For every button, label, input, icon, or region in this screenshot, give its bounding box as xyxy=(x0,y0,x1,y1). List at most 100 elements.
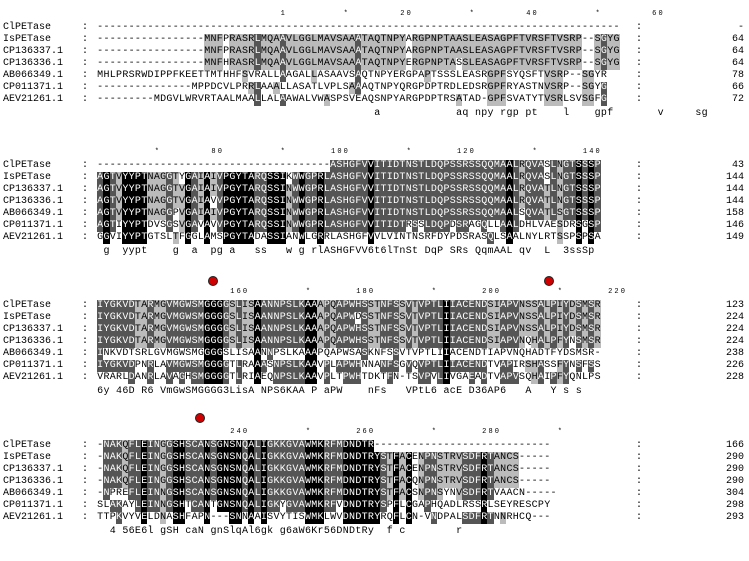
residue-count: 64 xyxy=(731,46,744,57)
separator: : xyxy=(636,34,643,45)
separator: : xyxy=(636,94,643,105)
separator: : xyxy=(636,82,643,93)
separator: : xyxy=(636,348,643,359)
separator: : xyxy=(636,336,643,347)
separator: : xyxy=(82,34,89,45)
separator: : xyxy=(82,160,89,171)
separator: : xyxy=(636,512,643,523)
residue-count: 144 xyxy=(725,184,744,195)
separator: : xyxy=(636,160,643,171)
separator: : xyxy=(82,372,89,383)
separator: : xyxy=(82,58,89,69)
residue-count: 149 xyxy=(725,232,744,243)
separator: : xyxy=(82,348,89,359)
residue-count: 298 xyxy=(725,500,744,511)
residue-count: 166 xyxy=(725,440,744,451)
separator: : xyxy=(636,464,643,475)
residue-count: 43 xyxy=(731,160,744,171)
separator: : xyxy=(82,512,89,523)
separator: : xyxy=(636,324,643,335)
active-site-dot xyxy=(208,276,218,286)
sequence-name: AEV21261.1 xyxy=(3,232,64,243)
residue-count: 144 xyxy=(725,172,744,183)
active-site-dot xyxy=(544,276,554,286)
separator: : xyxy=(82,220,89,231)
residue-count: 224 xyxy=(725,336,744,347)
sequence-name: AB066349.1 xyxy=(3,348,64,359)
separator: : xyxy=(82,476,89,487)
sequence-name: CP136336.1 xyxy=(3,336,64,347)
separator: : xyxy=(636,46,643,57)
separator: : xyxy=(636,476,643,487)
separator: : xyxy=(82,312,89,323)
sequence-name: AB066349.1 xyxy=(3,70,64,81)
sequence-name: CP136336.1 xyxy=(3,476,64,487)
separator: : xyxy=(82,336,89,347)
residue-count: 146 xyxy=(725,220,744,231)
separator: : xyxy=(82,196,89,207)
residue-count: 144 xyxy=(725,196,744,207)
sequence-name: AEV21261.1 xyxy=(3,372,64,383)
sequence-name: IsPETase xyxy=(3,34,52,45)
sequence: ----------------------------------------… xyxy=(97,22,620,33)
separator: : xyxy=(636,70,643,81)
sequence-name: CP136336.1 xyxy=(3,58,64,69)
residue-count: 78 xyxy=(731,70,744,81)
separator: : xyxy=(82,440,89,451)
separator: : xyxy=(82,172,89,183)
separator: : xyxy=(636,372,643,383)
sequence-name: CP136337.1 xyxy=(3,184,64,195)
sequence-name: CP011371.1 xyxy=(3,500,64,511)
residue-count: 158 xyxy=(725,208,744,219)
separator: : xyxy=(82,232,89,243)
separator: : xyxy=(636,58,643,69)
separator: : xyxy=(636,196,643,207)
separator: : xyxy=(636,312,643,323)
separator: : xyxy=(82,360,89,371)
sequence-name: ClPETase xyxy=(3,160,52,171)
sequence-name: CP136337.1 xyxy=(3,464,64,475)
residue-count: 224 xyxy=(725,324,744,335)
separator: : xyxy=(82,452,89,463)
separator: : xyxy=(82,184,89,195)
residue-count: 224 xyxy=(725,312,744,323)
separator: : xyxy=(636,172,643,183)
sequence-name: ClPETase xyxy=(3,22,52,33)
sequence-name: IsPETase xyxy=(3,312,52,323)
residue-count: 293 xyxy=(725,512,744,523)
sequence-name: CP011371.1 xyxy=(3,82,64,93)
separator: : xyxy=(82,488,89,499)
sequence-name: CP136337.1 xyxy=(3,46,64,57)
separator: : xyxy=(636,488,643,499)
residue-count: 228 xyxy=(725,372,744,383)
separator: : xyxy=(82,94,89,105)
separator: : xyxy=(82,70,89,81)
separator: : xyxy=(636,184,643,195)
residue-count: 290 xyxy=(725,476,744,487)
residue-count: 304 xyxy=(725,488,744,499)
separator: : xyxy=(636,220,643,231)
separator: : xyxy=(82,208,89,219)
residue-count: 72 xyxy=(731,94,744,105)
